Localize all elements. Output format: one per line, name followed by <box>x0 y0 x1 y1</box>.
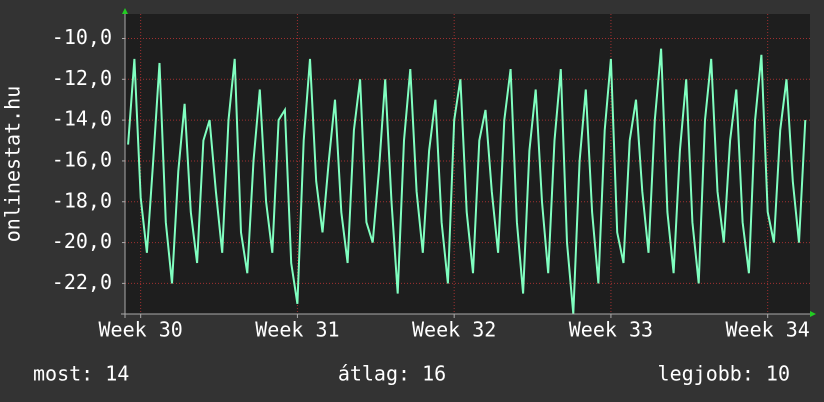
x-tick-label: Week 30 <box>99 318 183 342</box>
x-tick-label: Week 31 <box>255 318 339 342</box>
y-tick-label: -16,0 <box>52 147 112 171</box>
x-tick-label: Week 32 <box>412 318 496 342</box>
plot-area <box>125 14 810 314</box>
y-tick-label: -22,0 <box>52 270 112 294</box>
footer-current: most: 14 <box>33 362 129 386</box>
y-tick-label: -10,0 <box>52 25 112 49</box>
y-axis-label: onlinestat.hu <box>1 86 25 243</box>
y-tick-label: -20,0 <box>52 229 112 253</box>
axis-arrow <box>810 311 816 317</box>
footer-best: legjobb: 10 <box>658 362 790 386</box>
x-tick-label: Week 33 <box>569 318 653 342</box>
y-tick-label: -12,0 <box>52 66 112 90</box>
y-tick-label: -18,0 <box>52 188 112 212</box>
x-tick-label: Week 34 <box>726 318 810 342</box>
axis-arrow <box>122 8 128 14</box>
marks <box>127 48 807 315</box>
data-line <box>127 48 807 315</box>
footer-average: átlag: 16 <box>338 362 446 386</box>
y-tick-label: -14,0 <box>52 107 112 131</box>
